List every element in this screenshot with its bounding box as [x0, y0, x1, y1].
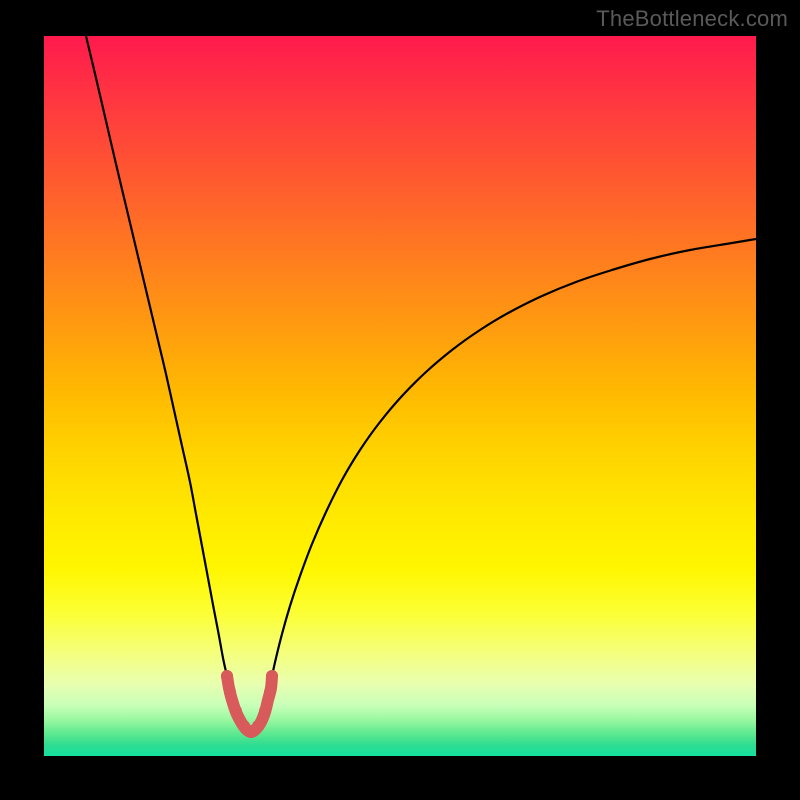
highlight-marker: [230, 705, 242, 717]
highlight-marker: [264, 686, 276, 698]
highlight-marker: [259, 705, 271, 717]
highlight-marker: [221, 670, 233, 682]
highlight-marker: [224, 686, 236, 698]
curve-left: [86, 36, 227, 676]
highlight-segment: [227, 676, 272, 732]
watermark: TheBottleneck.com: [596, 6, 788, 32]
highlight-marker: [266, 670, 278, 682]
highlight-marker: [252, 720, 264, 732]
plot-area: [44, 36, 756, 756]
chart-curve-layer: [44, 36, 756, 756]
curve-right: [272, 239, 756, 676]
